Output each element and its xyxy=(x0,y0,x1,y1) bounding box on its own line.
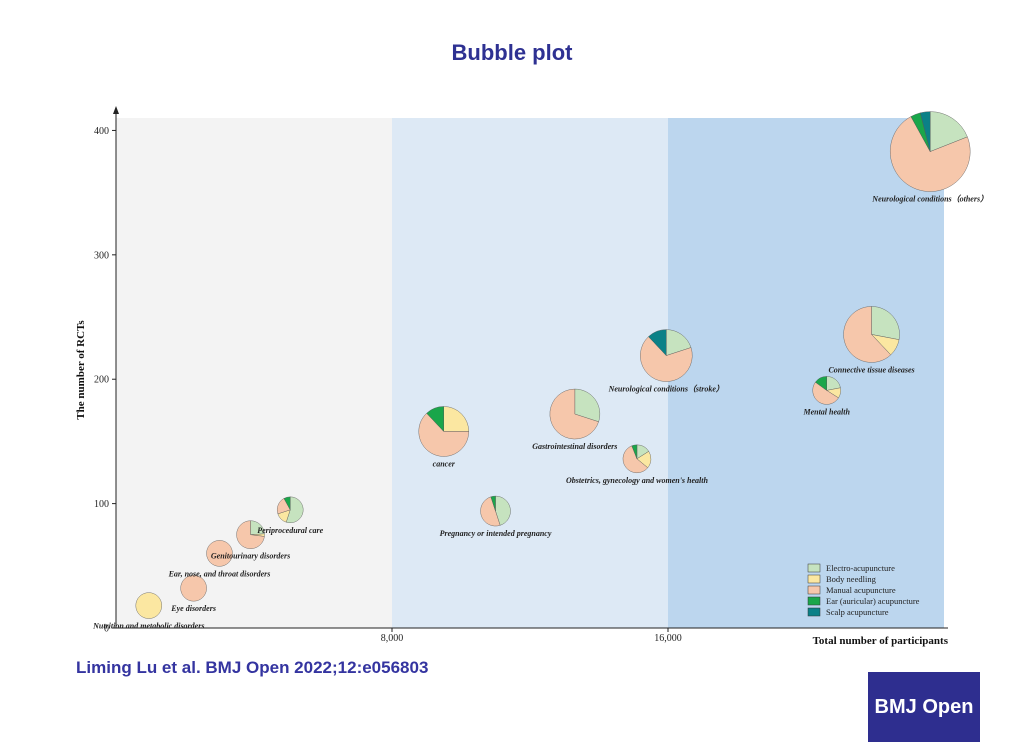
pie-slice xyxy=(648,329,667,357)
legend-swatch xyxy=(807,574,821,584)
legend-swatch xyxy=(807,596,821,606)
bubble-label: cancer xyxy=(433,459,456,468)
legend-label: Ear (auricular) acupuncture xyxy=(826,596,920,606)
y-tick-label: 400 xyxy=(94,126,109,137)
bubble-label: Eye disorders xyxy=(170,604,216,613)
y-tick-label: 100 xyxy=(94,499,109,510)
pie-slice xyxy=(285,496,304,523)
legend-label: Scalp acupuncture xyxy=(826,607,889,617)
bubble: Neurological conditions（stroke） xyxy=(608,329,724,394)
bubble: Obstetrics, gynecology and women's healt… xyxy=(566,444,709,485)
background-bands xyxy=(116,118,944,628)
y-tick-label: 300 xyxy=(94,250,109,261)
y-tick-label: 200 xyxy=(94,375,109,386)
bubble-label: Mental health xyxy=(802,407,850,416)
pie-slice xyxy=(180,574,207,602)
pie-slice xyxy=(495,495,511,526)
bubble: Eye disorders xyxy=(170,574,216,613)
pie-slice xyxy=(640,336,693,382)
axes xyxy=(113,106,948,629)
citation: Liming Lu et al. BMJ Open 2022;12:e05680… xyxy=(76,658,429,677)
bubble-label: Neurological conditions（others） xyxy=(871,194,988,204)
bubble-label: Obstetrics, gynecology and women's healt… xyxy=(566,476,709,485)
background-band-2 xyxy=(392,118,668,628)
bubble-label: Neurological conditions（stroke） xyxy=(608,384,724,394)
pie-slice xyxy=(622,445,649,474)
pie-slice xyxy=(843,306,891,363)
bubble-label: Gastrointestinal disorders xyxy=(532,442,617,451)
legend-swatch xyxy=(807,585,821,595)
bubble-label: Connective tissue diseases xyxy=(828,365,914,374)
x-tick-label: 16,000 xyxy=(654,633,682,644)
bubble-label: Nutrition and metabolic disorders xyxy=(92,622,204,631)
y-tick-label: 0 xyxy=(104,624,109,635)
pie-slice xyxy=(549,388,599,440)
x-tick-label: 8,000 xyxy=(381,633,404,644)
bmj-open-logo: BMJ Open xyxy=(868,672,980,742)
bubble-chart: 0 100 200 300 400 8,000 16,000 The number of R… xyxy=(75,106,988,647)
pie-slice xyxy=(815,376,827,391)
page-title: Bubble plot xyxy=(451,40,573,65)
y-axis-arrow xyxy=(113,106,119,114)
pie-slice xyxy=(426,406,444,432)
bubble: Neurological conditions（others） xyxy=(871,111,988,204)
pie-slice xyxy=(631,444,638,459)
pie-slice xyxy=(480,496,501,527)
axis-ticks: 0 100 200 300 400 8,000 16,000 xyxy=(94,126,682,644)
bubble: Gastrointestinal disorders xyxy=(532,388,617,451)
bubble-label: Pregnancy or intended pregnancy xyxy=(440,529,552,538)
pie-slice xyxy=(236,520,265,549)
bubble: Periprocedural care xyxy=(257,496,324,535)
pie-slice xyxy=(283,496,291,510)
bubble: Genitourinary disorders xyxy=(211,520,290,561)
bubble: Ear, nose, and throat disorders xyxy=(168,540,271,578)
x-axis-title: Total number of participants xyxy=(813,635,949,647)
pie-slice xyxy=(871,306,900,340)
legend-label: Body needling xyxy=(826,574,877,584)
pie-slice xyxy=(206,540,233,567)
pie-slice xyxy=(418,412,469,457)
bubble: Pregnancy or intended pregnancy xyxy=(440,495,552,538)
pie-slice xyxy=(490,495,496,512)
bubble-label: Periprocedural care xyxy=(257,526,323,535)
legend-label: Electro-acupuncture xyxy=(826,563,895,573)
bubble: Nutrition and metabolic disorders xyxy=(92,592,204,631)
pie-slice xyxy=(920,111,931,152)
y-axis-title: The number of RCTs xyxy=(75,320,87,420)
legend-label: Manual acupuncture xyxy=(826,585,896,595)
bubble-label: Genitourinary disorders xyxy=(211,552,290,561)
legend-swatch xyxy=(807,607,821,617)
pie-slice xyxy=(930,111,968,152)
bubble: Mental health xyxy=(802,376,850,416)
pie-slice xyxy=(812,381,839,405)
pie-slice xyxy=(135,592,162,619)
background-band-3 xyxy=(668,118,944,628)
bubble: cancer xyxy=(418,406,469,468)
pie-slice xyxy=(443,406,469,432)
legend-swatch xyxy=(807,563,821,573)
bubble-label: Ear, nose, and throat disorders xyxy=(168,569,271,578)
bubble: Connective tissue diseases xyxy=(828,306,915,374)
pie-slice xyxy=(574,388,601,423)
pie-slice xyxy=(890,116,971,192)
bubbles: Nutrition and metabolic disorders Eye dis… xyxy=(92,111,988,631)
